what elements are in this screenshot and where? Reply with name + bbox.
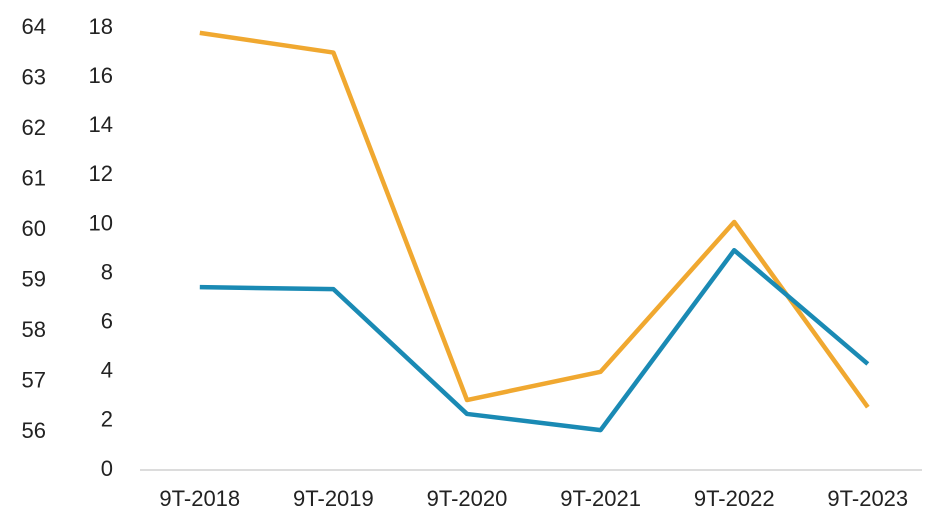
y-tick-label: 10 — [89, 210, 113, 235]
y-tick-label: 0 — [101, 456, 113, 481]
y2-tick-label: 60 — [22, 216, 46, 241]
y-tick-label: 6 — [101, 308, 113, 333]
y2-tick-label: 62 — [22, 115, 46, 140]
y-tick-label: 2 — [101, 407, 113, 432]
y-tick-label: 12 — [89, 161, 113, 186]
x-tick-label: 9T-2018 — [159, 486, 240, 511]
y2-tick-label: 63 — [22, 64, 46, 89]
y2-tick-label: 58 — [22, 317, 46, 342]
y-tick-label: 4 — [101, 358, 113, 383]
series-line — [199, 30, 870, 409]
x-tick-label: 9T-2022 — [694, 486, 775, 511]
x-tick-label: 9T-2023 — [827, 486, 908, 511]
y2-tick-label: 61 — [22, 165, 46, 190]
y-tick-label: 14 — [89, 112, 113, 137]
x-tick-label: 9T-2019 — [293, 486, 374, 511]
y-tick-label: 16 — [89, 63, 113, 88]
y2-tick-label: 59 — [22, 266, 46, 291]
y2-tick-label: 57 — [22, 367, 46, 392]
y2-tick-label: 56 — [22, 418, 46, 443]
x-tick-label: 9T-2021 — [560, 486, 641, 511]
series-line — [199, 248, 870, 433]
y-tick-label: 8 — [101, 259, 113, 284]
y2-tick-label: 64 — [22, 14, 46, 39]
y-tick-label: 18 — [89, 14, 113, 39]
x-tick-label: 9T-2020 — [427, 486, 508, 511]
